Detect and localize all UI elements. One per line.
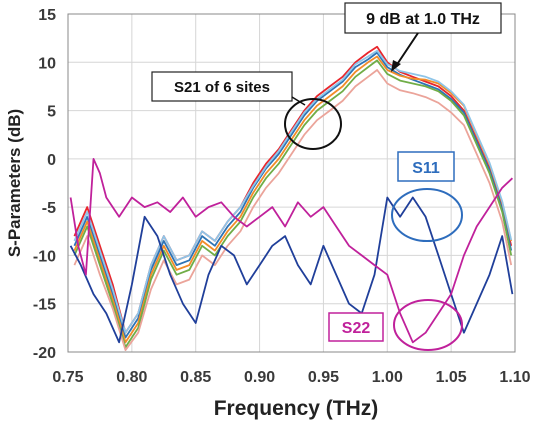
x-tick-label: 0.80 [116, 369, 147, 386]
peak-callout-box [344, 2, 502, 34]
s21-leader-line [291, 96, 306, 106]
y-tick-label: -20 [33, 345, 56, 362]
y-tick-label: -10 [33, 248, 56, 265]
series-line-3 [73, 55, 513, 344]
y-axis-title: S-Parameters (dB) [5, 109, 24, 257]
x-tick-label: 1.10 [499, 369, 530, 386]
x-tick-label: 1.00 [372, 369, 403, 386]
series-line-8 [69, 158, 514, 344]
s21-callout-box [151, 71, 293, 102]
x-axis-title: Frequency (THz) [214, 397, 379, 420]
series-line-2 [73, 51, 513, 339]
x-tick-label: 0.85 [180, 369, 211, 386]
x-tick-label: 0.75 [52, 369, 83, 386]
series-line-7 [69, 196, 514, 344]
s11-highlight-circle [391, 188, 463, 242]
y-tick-label: -5 [42, 200, 56, 217]
s22-highlight-circle [393, 299, 463, 351]
tick-labels: 0.75 0.80 0.85 0.90 0.95 1.00 1.05 1.10 15 10 5 0 -5… [33, 7, 531, 386]
y-tick-label: 15 [38, 7, 56, 24]
s22-label: S22 [342, 320, 371, 337]
plot-frame [67, 13, 516, 353]
x-tick-label: 0.90 [244, 369, 275, 386]
y-tick-label: -15 [33, 297, 56, 314]
peak-callout-text: 9 dB at 1.0 THz [366, 11, 480, 28]
s21-callout-text: S21 of 6 sites [174, 79, 270, 96]
y-tick-label: 0 [47, 152, 56, 169]
x-tick-label: 1.05 [436, 369, 467, 386]
peak-arrow-head [391, 60, 401, 72]
peak-arrow [395, 32, 419, 67]
s11-label: S11 [412, 160, 440, 177]
y-tick-label: 10 [38, 55, 56, 72]
s21-highlight-circle [284, 98, 342, 150]
series-line-5 [73, 49, 513, 334]
series-line-4 [73, 59, 513, 349]
y-tick-label: 5 [47, 104, 56, 121]
s11-label-box [397, 151, 455, 182]
x-tick-label: 0.95 [308, 369, 339, 386]
s22-label-box [328, 312, 384, 342]
